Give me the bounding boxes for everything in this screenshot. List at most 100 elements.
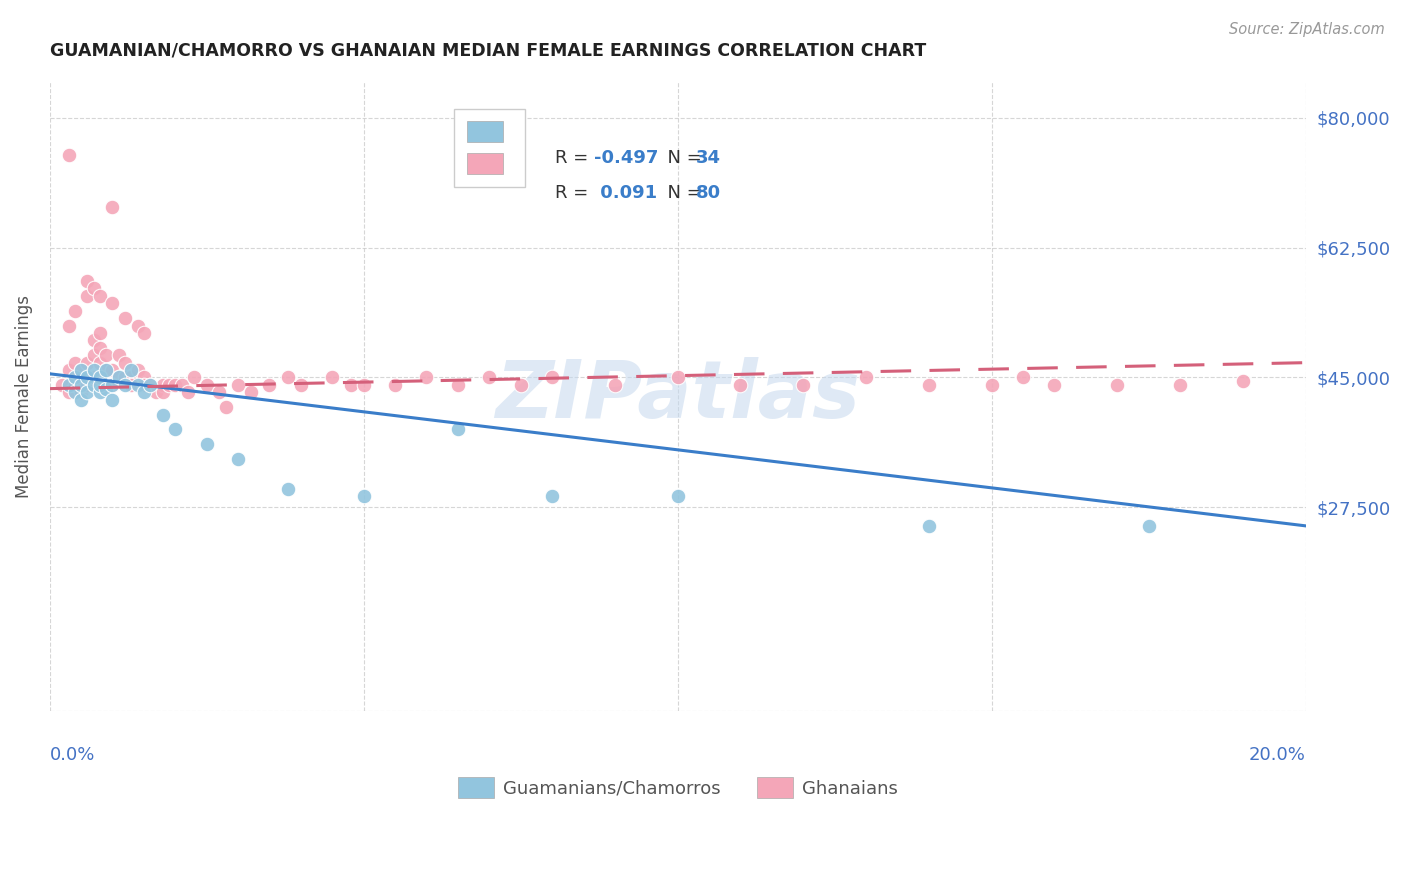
Point bbox=[214, 400, 236, 414]
Point bbox=[89, 326, 111, 340]
Point bbox=[63, 385, 86, 400]
Point bbox=[101, 200, 124, 214]
Point bbox=[101, 378, 124, 392]
Point bbox=[277, 370, 299, 384]
Point bbox=[101, 378, 124, 392]
Point bbox=[259, 378, 281, 392]
Point bbox=[63, 378, 86, 392]
Point bbox=[730, 378, 752, 392]
Point bbox=[83, 281, 105, 295]
Point bbox=[157, 378, 180, 392]
Point bbox=[792, 378, 814, 392]
Point bbox=[107, 348, 129, 362]
Text: GUAMANIAN/CHAMORRO VS GHANAIAN MEDIAN FEMALE EARNINGS CORRELATION CHART: GUAMANIAN/CHAMORRO VS GHANAIAN MEDIAN FE… bbox=[49, 42, 927, 60]
Point bbox=[114, 378, 136, 392]
Point bbox=[139, 378, 162, 392]
Point bbox=[177, 385, 200, 400]
Legend: Guamanians/Chamorros, Ghanaians: Guamanians/Chamorros, Ghanaians bbox=[446, 764, 910, 811]
Point bbox=[666, 489, 689, 503]
Point bbox=[83, 334, 105, 348]
Point bbox=[152, 378, 174, 392]
Point bbox=[132, 370, 155, 384]
Point bbox=[58, 148, 80, 162]
Point bbox=[114, 356, 136, 370]
Point bbox=[114, 370, 136, 384]
Point bbox=[63, 303, 86, 318]
Point bbox=[127, 378, 149, 392]
Point bbox=[509, 378, 531, 392]
Text: 0.091: 0.091 bbox=[595, 184, 657, 202]
Point bbox=[918, 378, 941, 392]
Point bbox=[1168, 378, 1191, 392]
Point bbox=[89, 341, 111, 355]
Point bbox=[70, 392, 93, 407]
Point bbox=[152, 408, 174, 422]
Point bbox=[1232, 374, 1254, 388]
Text: 0.0%: 0.0% bbox=[49, 746, 96, 764]
Point bbox=[415, 370, 437, 384]
Text: N =: N = bbox=[657, 184, 707, 202]
Point bbox=[195, 378, 218, 392]
Point bbox=[127, 363, 149, 377]
Point bbox=[70, 363, 93, 377]
Point bbox=[170, 378, 193, 392]
Point bbox=[76, 356, 98, 370]
Point bbox=[120, 363, 142, 377]
Point bbox=[208, 385, 231, 400]
Point bbox=[63, 356, 86, 370]
Point bbox=[1137, 519, 1160, 533]
Point bbox=[165, 378, 187, 392]
Point bbox=[120, 370, 142, 384]
Point bbox=[541, 370, 564, 384]
Point bbox=[290, 378, 312, 392]
Point bbox=[239, 385, 262, 400]
Point bbox=[226, 378, 249, 392]
Point bbox=[89, 289, 111, 303]
Point bbox=[101, 392, 124, 407]
Text: R =: R = bbox=[555, 184, 593, 202]
Point bbox=[277, 482, 299, 496]
Point bbox=[76, 274, 98, 288]
Point bbox=[58, 318, 80, 333]
Point bbox=[666, 370, 689, 384]
Point bbox=[165, 422, 187, 436]
Point bbox=[127, 318, 149, 333]
Point bbox=[70, 385, 93, 400]
Point bbox=[89, 356, 111, 370]
Point bbox=[321, 370, 343, 384]
Point bbox=[107, 370, 129, 384]
Point bbox=[603, 378, 626, 392]
Point bbox=[152, 385, 174, 400]
Point bbox=[83, 363, 105, 377]
Point bbox=[855, 370, 877, 384]
Point bbox=[384, 378, 406, 392]
Point bbox=[1107, 378, 1129, 392]
Point bbox=[76, 370, 98, 384]
Point bbox=[58, 378, 80, 392]
Point bbox=[353, 378, 375, 392]
Point bbox=[132, 378, 155, 392]
Point bbox=[58, 363, 80, 377]
Point bbox=[96, 378, 118, 392]
Point bbox=[114, 311, 136, 326]
Point bbox=[89, 370, 111, 384]
Text: N =: N = bbox=[657, 150, 707, 168]
Point bbox=[83, 378, 105, 392]
Point bbox=[76, 289, 98, 303]
Point bbox=[226, 452, 249, 467]
Point bbox=[541, 489, 564, 503]
Point bbox=[96, 382, 118, 396]
Point bbox=[70, 378, 93, 392]
Point bbox=[96, 363, 118, 377]
Point bbox=[76, 378, 98, 392]
Point bbox=[83, 370, 105, 384]
Point bbox=[447, 378, 470, 392]
Point bbox=[132, 326, 155, 340]
Point bbox=[1043, 378, 1066, 392]
Point bbox=[101, 363, 124, 377]
Point bbox=[183, 370, 205, 384]
Point bbox=[918, 519, 941, 533]
Text: 80: 80 bbox=[696, 184, 720, 202]
Point bbox=[51, 378, 73, 392]
Point bbox=[63, 370, 86, 384]
